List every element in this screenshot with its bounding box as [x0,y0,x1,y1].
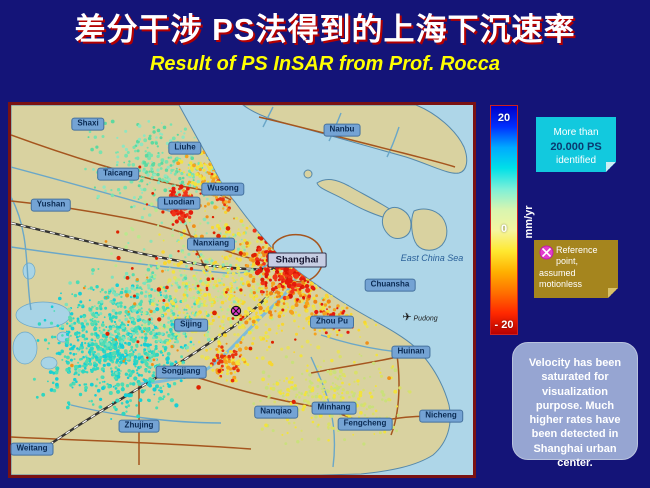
sea-name-label: East China Sea [400,253,464,263]
colorbar-zero-label: 0 [500,223,508,235]
city-label-shanghai: Shanghai [267,252,327,268]
town-label: Fengcheng [337,417,393,431]
ps-scatter-points [32,119,412,446]
town-label: Nicheng [419,409,463,423]
airport-label: ✈ Pudong [402,311,437,324]
town-label: Liuhe [168,141,202,155]
shanghai-subsidence-map: Shanghai East China Sea ✈ Pudong Shaxi Li… [8,102,476,478]
town-label: Nanqiao [254,405,298,419]
reference-note: Reference point, assumed motionless [534,240,618,298]
town-label: Wusong [201,182,245,196]
ps-note-line3: identified [555,155,597,167]
colorbar-min-label: - 20 [494,319,514,331]
islet [303,169,313,179]
island-fan [411,208,448,251]
town-label: Zhou Pu [310,315,354,329]
note-fold-corner [608,288,618,298]
town-label: Chuansha [364,278,416,292]
town-label-layer: Shanghai East China Sea ✈ Pudong Shaxi Li… [10,105,473,475]
airplane-icon: ✈ [402,311,412,324]
reference-note-text: Reference point, assumed motionless [539,245,598,289]
town-label: Luodian [157,196,201,210]
ps-count-note: More than 20.000 PS identified [536,117,616,172]
ps-note-count: 20.000 PS [550,140,602,153]
railways [11,221,280,446]
town-label: Yushan [30,198,72,212]
colorbar-max-label: 20 [497,112,511,124]
town-label: Huinan [391,345,431,359]
town-label: Shaxi [71,117,105,131]
reference-point-icon [539,245,554,263]
huangpu-river [138,270,301,386]
island-round [381,206,412,239]
town-label: Sijing [174,318,208,332]
town-label: Taicang [97,167,139,181]
ps-note-line1: More than [553,127,599,138]
airport-name: Pudong [413,315,438,323]
town-label: Nanxiang [186,237,236,251]
town-label: Minhang [311,401,357,415]
town-label: Songjiang [155,365,207,379]
town-label: Nanbu [323,123,361,137]
note-fold-corner [606,162,616,172]
slide-subtitle: Result of PS InSAR from Prof. Rocca [149,53,501,75]
colorbar-unit-label: mm/yr [523,205,535,239]
slide-title: 差分干涉 PS法得到的上海下沉速率 [74,12,576,47]
town-label: Weitang [10,442,54,456]
velocity-saturation-note: Velocity has been saturated for visualiz… [512,342,638,469]
velocity-colorbar: 20 0 - 20 [490,105,518,335]
lakes [12,262,71,370]
town-label: Zhujing [118,419,160,433]
